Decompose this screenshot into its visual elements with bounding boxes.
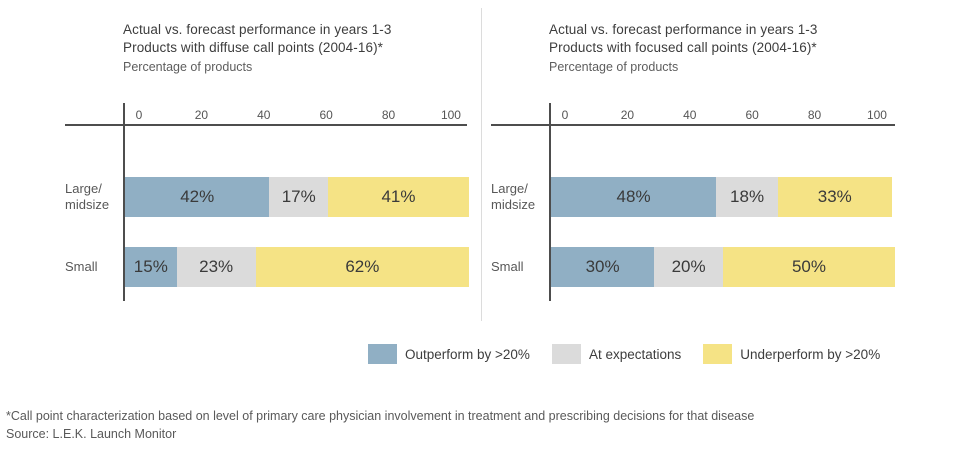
legend-swatch	[368, 344, 397, 364]
x-axis-line	[65, 124, 467, 126]
legend-label: Outperform by >20%	[405, 346, 530, 362]
category-label-line: midsize	[65, 197, 110, 212]
x-axis-tick-label: 0	[135, 108, 143, 122]
chart-title: Actual vs. forecast performance in years…	[549, 21, 818, 57]
x-axis-tick-label: 100	[440, 108, 461, 122]
footnote: *Call point characterization based on le…	[6, 409, 755, 423]
category-label-line: Small	[65, 259, 98, 274]
y-axis-baseline	[123, 103, 125, 301]
panel-divider	[481, 8, 482, 321]
bar-segment: 33%	[778, 177, 892, 217]
x-axis-tick-label: 80	[381, 108, 396, 122]
bar-segment: 50%	[722, 247, 895, 287]
chart-title-line: Products with diffuse call points (2004-…	[123, 40, 384, 55]
x-axis-tick-label: 40	[683, 108, 697, 122]
category-label-line: Large/	[65, 181, 102, 196]
category-label-line: Small	[491, 259, 524, 274]
bar-segment: 42%	[125, 177, 270, 217]
chart-title-line: Actual vs. forecast performance in years…	[549, 22, 818, 37]
bar-segment: 17%	[269, 177, 328, 217]
bar-segment: 48%	[551, 177, 717, 217]
chart-panel-focused: Actual vs. forecast performance in years…	[491, 0, 895, 332]
stacked-bar-row: 42% 17% 41%	[125, 177, 469, 217]
legend: Outperform by >20% At expectations Underpe…	[368, 344, 880, 364]
legend-label: Underperform by >20%	[740, 346, 881, 362]
x-axis-tick-label: 20	[620, 108, 635, 122]
x-axis-ticks: 0 20 40 60 80 100	[123, 108, 467, 122]
bar-segment: 15%	[125, 247, 177, 287]
category-label: Small	[65, 247, 120, 287]
bar-segment: 20%	[654, 247, 723, 287]
legend-swatch	[551, 344, 581, 364]
y-axis-baseline	[549, 103, 551, 301]
bar-segment: 18%	[716, 177, 779, 217]
x-axis-tick-label: 20	[194, 108, 209, 122]
category-label-line: midsize	[491, 197, 536, 212]
x-axis-tick-label: 100	[866, 108, 887, 122]
x-axis-tick-label: 60	[319, 108, 333, 122]
category-label: Small	[491, 247, 546, 287]
x-axis-tick-label: 60	[745, 108, 759, 122]
bar-segment: 41%	[327, 177, 469, 217]
category-label-line: Large/	[491, 181, 528, 196]
bar-segment: 23%	[176, 247, 256, 287]
legend-swatch	[703, 344, 733, 364]
chart-title-line: Actual vs. forecast performance in years…	[123, 22, 392, 37]
legend-label: At expectations	[588, 346, 682, 362]
x-axis-line	[491, 124, 895, 126]
legend-item: Underperform by >20%	[703, 344, 880, 364]
chart-subtitle: Percentage of products	[123, 60, 253, 74]
category-label: Large/midsize	[491, 177, 546, 217]
legend-item: At expectations	[551, 344, 682, 364]
x-axis-ticks: 0 20 40 60 80 100	[549, 108, 893, 122]
bar-segment: 62%	[255, 247, 469, 287]
category-label: Large/midsize	[65, 177, 120, 217]
x-axis-tick-label: 0	[561, 108, 569, 122]
x-axis-tick-label: 80	[807, 108, 822, 122]
chart-panel-diffuse: Actual vs. forecast performance in years…	[65, 0, 469, 332]
legend-item: Outperform by >20%	[368, 344, 530, 364]
stacked-bar-row: 15% 23% 62%	[125, 247, 469, 287]
x-axis-tick-label: 40	[257, 108, 271, 122]
chart-title: Actual vs. forecast performance in years…	[123, 21, 392, 57]
bar-segment: 30%	[551, 247, 655, 287]
source-line: Source: L.E.K. Launch Monitor	[6, 427, 177, 441]
stacked-bar-row: 48% 18% 33%	[551, 177, 895, 217]
stacked-bar-row: 30% 20% 50%	[551, 247, 895, 287]
chart-title-line: Products with focused call points (2004-…	[549, 40, 817, 55]
chart-subtitle: Percentage of products	[549, 60, 679, 74]
